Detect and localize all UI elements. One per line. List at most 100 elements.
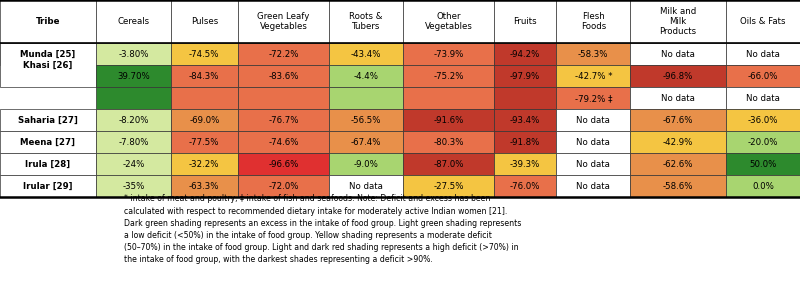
- Text: -66.0%: -66.0%: [748, 72, 778, 81]
- Text: -67.4%: -67.4%: [350, 138, 381, 147]
- Text: Irular [29]: Irular [29]: [23, 182, 73, 191]
- Bar: [556, 65, 630, 87]
- Bar: [0, 175, 96, 197]
- Bar: [556, 43, 630, 65]
- Text: No data: No data: [576, 116, 610, 125]
- Text: -67.6%: -67.6%: [663, 116, 694, 125]
- Bar: [726, 153, 800, 175]
- Bar: [238, 87, 329, 109]
- Text: -35%: -35%: [122, 182, 145, 191]
- Text: -69.0%: -69.0%: [189, 116, 219, 125]
- Bar: [0, 153, 96, 175]
- Text: -20.0%: -20.0%: [748, 138, 778, 147]
- Bar: [238, 65, 329, 87]
- Text: Munda [25]: Munda [25]: [20, 50, 75, 59]
- Bar: [726, 87, 800, 109]
- Text: No data: No data: [662, 94, 695, 103]
- Bar: [556, 131, 630, 153]
- Bar: [238, 131, 329, 153]
- Text: Roots &
Tubers: Roots & Tubers: [350, 12, 382, 31]
- Text: -43.4%: -43.4%: [350, 50, 381, 59]
- Bar: [726, 43, 800, 65]
- Text: 50.0%: 50.0%: [750, 160, 777, 169]
- Text: Other
Vegetables: Other Vegetables: [425, 12, 472, 31]
- Text: Irula [28]: Irula [28]: [26, 160, 70, 169]
- Bar: [403, 175, 494, 197]
- Bar: [0, 109, 96, 131]
- Bar: [403, 43, 494, 65]
- Text: Khasi [26]: Khasi [26]: [23, 61, 73, 70]
- Text: Saharia [27]: Saharia [27]: [18, 116, 78, 125]
- Bar: [630, 87, 726, 109]
- Text: Flesh
Foods: Flesh Foods: [581, 12, 606, 31]
- Text: -91.8%: -91.8%: [510, 138, 540, 147]
- Text: -76.0%: -76.0%: [510, 182, 541, 191]
- Bar: [329, 0, 403, 43]
- Text: -3.80%: -3.80%: [118, 50, 149, 59]
- Text: -63.3%: -63.3%: [189, 182, 219, 191]
- Bar: [556, 175, 630, 197]
- Text: 39.70%: 39.70%: [117, 72, 150, 81]
- Bar: [726, 109, 800, 131]
- Text: Green Leafy
Vegetables: Green Leafy Vegetables: [258, 12, 310, 31]
- Bar: [170, 65, 238, 87]
- Bar: [630, 43, 726, 65]
- Bar: [403, 153, 494, 175]
- Bar: [96, 43, 170, 65]
- Bar: [96, 153, 170, 175]
- Bar: [329, 65, 403, 87]
- Bar: [494, 87, 556, 109]
- Text: No data: No data: [662, 50, 695, 59]
- Text: -84.3%: -84.3%: [189, 72, 219, 81]
- Bar: [238, 43, 329, 65]
- Bar: [726, 0, 800, 43]
- Text: Fruits: Fruits: [514, 17, 537, 26]
- Bar: [494, 109, 556, 131]
- Bar: [726, 65, 800, 87]
- Text: -32.2%: -32.2%: [189, 160, 219, 169]
- Text: 0.0%: 0.0%: [752, 182, 774, 191]
- Text: No data: No data: [576, 160, 610, 169]
- Bar: [630, 0, 726, 43]
- Bar: [96, 109, 170, 131]
- Bar: [329, 175, 403, 197]
- Bar: [494, 0, 556, 43]
- Text: No data: No data: [576, 138, 610, 147]
- Bar: [630, 65, 726, 87]
- Text: -27.5%: -27.5%: [433, 182, 464, 191]
- Text: -74.6%: -74.6%: [268, 138, 298, 147]
- Text: -75.2%: -75.2%: [433, 72, 464, 81]
- Text: No data: No data: [349, 182, 383, 191]
- Text: -56.5%: -56.5%: [350, 116, 381, 125]
- Bar: [0, 0, 96, 43]
- Text: -91.6%: -91.6%: [434, 116, 464, 125]
- Bar: [556, 153, 630, 175]
- Text: Milk and
Milk
Products: Milk and Milk Products: [660, 7, 697, 36]
- Text: -42.7% *: -42.7% *: [574, 72, 612, 81]
- Text: -74.5%: -74.5%: [189, 50, 219, 59]
- Text: Oils & Fats: Oils & Fats: [740, 17, 786, 26]
- Bar: [0, 131, 96, 153]
- Bar: [494, 65, 556, 87]
- Text: -79.2% ‡: -79.2% ‡: [574, 94, 612, 103]
- Bar: [0, 43, 96, 65]
- Bar: [238, 175, 329, 197]
- Text: No data: No data: [746, 94, 780, 103]
- Bar: [630, 131, 726, 153]
- Bar: [556, 0, 630, 43]
- Bar: [96, 87, 170, 109]
- Text: -93.4%: -93.4%: [510, 116, 540, 125]
- Bar: [238, 109, 329, 131]
- Bar: [329, 109, 403, 131]
- Bar: [403, 0, 494, 43]
- Text: Tribe: Tribe: [36, 17, 60, 26]
- Text: -72.2%: -72.2%: [268, 50, 298, 59]
- Bar: [726, 131, 800, 153]
- Bar: [494, 175, 556, 197]
- Text: -72.0%: -72.0%: [268, 182, 298, 191]
- Text: -96.6%: -96.6%: [268, 160, 298, 169]
- Text: -39.3%: -39.3%: [510, 160, 540, 169]
- Bar: [170, 131, 238, 153]
- Bar: [630, 175, 726, 197]
- Bar: [0, 43, 96, 87]
